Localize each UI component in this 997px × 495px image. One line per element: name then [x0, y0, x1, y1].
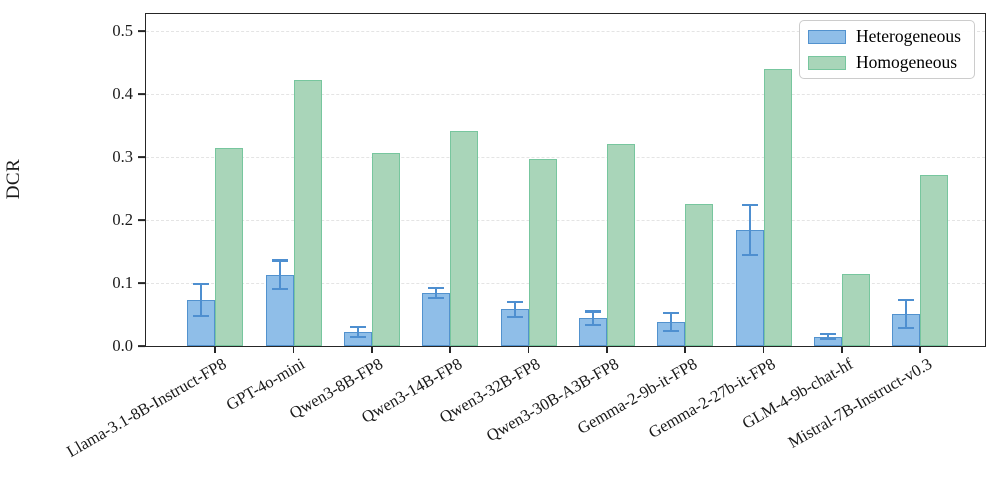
error-bar-cap	[819, 338, 836, 341]
error-bar-cap	[349, 336, 366, 339]
y-tick-label: 0.5	[112, 21, 133, 40]
x-tick-mark	[684, 346, 687, 353]
x-tick-mark	[762, 346, 765, 353]
error-bar-line	[670, 313, 673, 331]
x-tick-mark	[214, 346, 217, 353]
y-tick-label: 0.4	[112, 84, 133, 103]
error-bar-cap	[584, 310, 601, 313]
x-tick-mark	[370, 346, 373, 353]
error-bar-line	[513, 301, 516, 317]
y-tick-label: 0.0	[112, 336, 133, 355]
legend-item-heterogeneous: Heterogeneous	[808, 26, 966, 47]
error-bar-cap	[663, 312, 680, 315]
x-tick-label: Llama-3.1-8B-Instruct-FP8	[63, 354, 230, 461]
error-bar-cap	[898, 299, 915, 302]
error-bar-line	[278, 260, 281, 290]
y-axis-title: DCR	[3, 158, 24, 200]
error-bar-line	[591, 311, 594, 326]
y-tick-mark	[138, 93, 145, 95]
bar-homogeneous	[685, 203, 714, 346]
legend-label: Homogeneous	[856, 52, 958, 72]
error-bar-line	[905, 300, 908, 328]
y-tick-mark	[138, 156, 145, 158]
error-bar-cap	[271, 288, 288, 291]
x-tick-mark	[292, 346, 295, 353]
legend-swatch-homogeneous	[808, 55, 846, 70]
error-bar-cap	[506, 300, 523, 304]
error-bar-cap	[741, 203, 758, 207]
gridline	[146, 31, 985, 32]
legend-label: Heterogeneous	[856, 26, 961, 46]
legend-item-homogeneous: Homogeneous	[808, 52, 966, 73]
error-bar-cap	[349, 326, 366, 329]
bar-homogeneous	[841, 274, 870, 346]
bar-heterogeneous	[187, 300, 216, 346]
error-bar-cap	[663, 329, 680, 333]
y-tick-mark	[138, 30, 145, 32]
gridline	[146, 283, 985, 284]
bar-homogeneous	[606, 144, 635, 346]
bar-homogeneous	[293, 80, 322, 346]
gridline	[146, 220, 985, 221]
error-bar-cap	[193, 283, 210, 286]
error-bar-cap	[741, 254, 758, 257]
x-tick-mark	[840, 346, 843, 353]
x-tick-label: Qwen3-30B-A3B-FP8	[482, 354, 622, 446]
x-tick-mark	[605, 346, 608, 353]
gridline	[146, 94, 985, 95]
bar-homogeneous	[763, 68, 792, 346]
legend: Heterogeneous Homogeneous	[799, 20, 975, 79]
x-tick-label: Gemma-2-27b-it-FP8	[644, 354, 779, 442]
y-tick-mark	[138, 345, 145, 347]
error-bar-cap	[428, 287, 445, 290]
error-bar-cap	[271, 259, 288, 262]
x-tick-mark	[919, 346, 922, 353]
error-bar-line	[826, 334, 829, 340]
x-tick-label: Mistral-7B-Instruct-v0.3	[784, 354, 935, 452]
bar-homogeneous	[215, 147, 244, 346]
y-tick-mark	[138, 219, 145, 221]
error-bar-line	[200, 284, 203, 316]
bar-homogeneous	[920, 174, 949, 346]
error-bar-cap	[193, 314, 210, 317]
y-tick-mark	[138, 282, 145, 284]
bar-homogeneous	[371, 153, 400, 346]
error-bar-line	[748, 204, 751, 256]
y-tick-label: 0.3	[112, 147, 133, 166]
gridline	[146, 157, 985, 158]
error-bar-cap	[428, 297, 445, 300]
bar-heterogeneous	[422, 293, 451, 346]
error-bar-cap	[819, 333, 836, 336]
y-tick-label: 0.1	[112, 273, 133, 292]
bar-homogeneous	[528, 158, 557, 346]
y-tick-label: 0.2	[112, 210, 133, 229]
error-bar-cap	[506, 316, 523, 319]
legend-swatch-heterogeneous	[808, 29, 846, 44]
error-bar-line	[435, 288, 438, 299]
error-bar-line	[356, 327, 359, 338]
bar-homogeneous	[450, 131, 479, 346]
x-tick-mark	[449, 346, 452, 353]
x-tick-mark	[527, 346, 530, 353]
error-bar-cap	[898, 326, 915, 329]
error-bar-cap	[584, 324, 601, 327]
